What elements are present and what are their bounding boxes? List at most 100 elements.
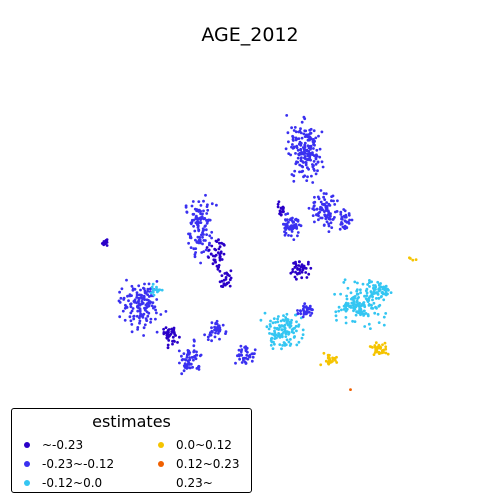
map-point (202, 250, 206, 254)
map-point (333, 356, 337, 360)
map-point (129, 319, 133, 323)
map-point (210, 230, 214, 234)
map-point (384, 347, 388, 351)
map-point (197, 238, 201, 242)
map-point (299, 131, 303, 135)
map-point (204, 239, 207, 242)
map-point (180, 372, 184, 376)
map-point (305, 276, 309, 279)
map-point (284, 147, 288, 151)
map-point (359, 288, 362, 292)
map-point (330, 195, 333, 199)
map-point (327, 222, 330, 226)
map-point (334, 359, 337, 362)
map-point (344, 309, 348, 313)
map-point (342, 308, 346, 311)
map-point (142, 326, 146, 330)
map-point (284, 231, 288, 235)
legend-title: estimates (92, 412, 171, 431)
map-point (353, 307, 357, 311)
map-point (192, 247, 196, 251)
map-point (201, 212, 204, 216)
map-point (353, 295, 357, 298)
map-point (220, 258, 224, 261)
map-point (342, 281, 346, 284)
map-point (190, 204, 194, 208)
map-point (197, 365, 201, 369)
map-point (208, 218, 212, 222)
map-point (291, 139, 295, 142)
map-point (358, 308, 361, 312)
map-point (150, 285, 154, 289)
map-point (300, 270, 304, 274)
map-point (336, 199, 339, 203)
map-point (137, 284, 141, 288)
map-point (135, 296, 139, 299)
map-point (307, 206, 311, 210)
map-point (338, 227, 342, 231)
map-point (295, 329, 298, 333)
map-point (146, 290, 150, 293)
map-point (310, 308, 314, 311)
map-point (375, 291, 379, 294)
map-point (324, 359, 328, 363)
map-point (178, 361, 181, 365)
map-point (414, 258, 418, 261)
map-point (185, 367, 189, 370)
map-point (195, 367, 199, 370)
map-point (316, 195, 320, 199)
map-point (143, 289, 147, 293)
map-point (195, 216, 199, 220)
map-point (185, 356, 189, 359)
map-point (182, 352, 186, 355)
map-point (335, 361, 339, 364)
map-point (193, 207, 197, 211)
map-point (345, 226, 349, 230)
map-point (216, 332, 220, 335)
map-point (204, 224, 207, 228)
map-point (297, 130, 301, 134)
map-point (297, 271, 301, 275)
legend-item-class-3: -0.12~0.0 (24, 476, 102, 490)
map-point (154, 317, 157, 321)
map-point (224, 330, 228, 334)
map-point (368, 281, 371, 284)
map-point (384, 312, 388, 315)
map-point (135, 293, 139, 297)
map-point (371, 298, 374, 302)
map-point (218, 269, 222, 273)
map-point (197, 221, 201, 224)
map-point (197, 368, 201, 371)
map-point (218, 241, 221, 245)
map-point (224, 276, 228, 279)
map-point (305, 179, 309, 183)
map-point (296, 231, 300, 234)
map-point (295, 320, 298, 324)
map-point (358, 303, 361, 307)
legend-swatch-class-6 (158, 479, 164, 486)
map-point (306, 175, 309, 179)
map-point (130, 284, 134, 288)
map-point (206, 203, 209, 207)
map-point (239, 353, 243, 357)
map-point (202, 209, 205, 213)
map-point (290, 330, 294, 334)
map-point (318, 155, 322, 159)
map-point (210, 244, 214, 248)
map-point (192, 344, 196, 348)
map-point (303, 156, 306, 160)
map-point (164, 310, 168, 313)
map-point (182, 369, 186, 373)
map-point (139, 288, 142, 292)
map-point (246, 350, 249, 354)
map-point (302, 115, 306, 119)
map-point (299, 127, 302, 131)
map-point (361, 282, 365, 286)
map-point (367, 304, 371, 307)
map-point (197, 228, 201, 232)
legend-item-class-6: 0.23~ (158, 476, 213, 490)
map-point (214, 248, 218, 252)
map-point (129, 302, 132, 306)
map-point (204, 248, 208, 252)
map-point (315, 154, 319, 158)
